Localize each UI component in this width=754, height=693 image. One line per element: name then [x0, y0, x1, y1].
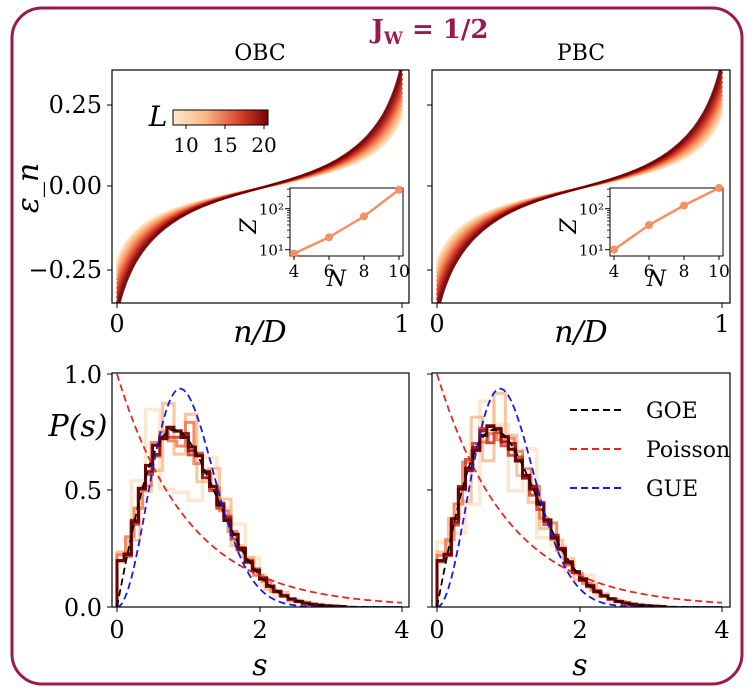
inset-ytick-label: 10¹: [579, 242, 604, 260]
ytick-label: 0.00: [49, 172, 102, 200]
energy-curve: [118, 70, 402, 303]
inset-frame: [609, 187, 724, 257]
colorbar-tick: 15: [212, 133, 237, 157]
xtick-label: 0: [109, 616, 124, 644]
inset-xtick-label: 6: [324, 262, 335, 282]
ytick-label: 0.25: [49, 91, 102, 119]
legend: GOE Poisson GUE: [570, 399, 730, 502]
xlabel-bottom-left: s: [252, 648, 267, 683]
ytick-label: −0.25: [28, 256, 102, 284]
panel-top-left: 0.25 0.00 −0.25 0 1 n/D ε_n L 10 15 20 4…: [11, 69, 410, 350]
inset-xtick-label: 8: [359, 262, 370, 282]
reference-curve-gue: [116, 387, 402, 607]
panel-bottom-right: 0 2 4 s GOE Poisson GUE: [427, 372, 731, 683]
ytick-label: 1.0: [64, 361, 102, 389]
inset-point: [645, 220, 653, 229]
inset-ytick-label: 10²: [259, 201, 284, 219]
reference-curve-poisson: [116, 373, 403, 604]
colorbar-tick: 20: [251, 133, 276, 157]
xlabel-bottom-right: s: [572, 648, 587, 683]
figure-frame: [10, 6, 744, 686]
histogram-step: [435, 425, 667, 607]
xtick-label: 0: [429, 616, 444, 644]
ylabel-top-left: ε_n: [11, 163, 46, 213]
energy-curves-pbc: [435, 70, 724, 303]
xtick-label: 1: [714, 310, 729, 338]
inset-ytick-label: 10²: [579, 201, 604, 219]
histograms-bottom-right: [435, 391, 670, 607]
inset-pbc: 4 6 8 10 10¹ 10² N Z: [557, 184, 730, 292]
inset-point: [360, 212, 368, 221]
inset-ylabel: Z: [237, 218, 262, 235]
xlabel-top-right: n/D: [554, 315, 607, 350]
reference-curve-gue: [436, 387, 722, 607]
reference-curve-poisson: [436, 373, 723, 604]
histograms-bottom-left: [115, 402, 350, 607]
ylabel-bottom-left: P(s): [48, 409, 108, 444]
inset-obc: 4 6 8 10 10¹ 10² N Z: [237, 185, 410, 292]
inset-xlabel: N: [646, 267, 667, 292]
inset-xtick-label: 8: [679, 262, 690, 282]
inset-line: [613, 186, 720, 251]
inset-ytick-label: 10¹: [259, 242, 284, 260]
inset-point: [610, 245, 618, 254]
inset-ylabel: Z: [557, 218, 582, 235]
colorbar-label: L: [148, 100, 168, 133]
xtick-label: 4: [714, 616, 729, 644]
inset-xtick-label: 10: [708, 262, 730, 282]
inset-xtick-label: 10: [388, 262, 410, 282]
energy-curves-obc: [115, 70, 404, 303]
panel-bottom-left: 1.0 0.5 0.0 0 2 4 s P(s): [48, 361, 410, 683]
xtick-label: 2: [252, 616, 267, 644]
panel-title-obc: OBC: [234, 41, 285, 66]
inset-xlabel: N: [326, 267, 347, 292]
page-title: JW = 1/2: [370, 15, 489, 49]
ytick-label: 0.5: [64, 477, 102, 505]
xtick-label: 2: [572, 616, 587, 644]
inset-line: [293, 188, 400, 255]
ytick-label: 0.0: [64, 594, 102, 622]
colorbar: [172, 109, 269, 126]
legend-label-gue: GUE: [646, 477, 698, 502]
panel-title-pbc: PBC: [557, 41, 605, 66]
inset-point: [680, 201, 688, 210]
xtick-label: 0: [109, 310, 124, 338]
histogram-step: [435, 391, 667, 607]
inset-xtick-label: 4: [609, 262, 620, 282]
xtick-label: 0: [429, 310, 444, 338]
xtick-label: 1: [394, 310, 409, 338]
inset-frame: [289, 187, 404, 257]
xlabel-top-left: n/D: [233, 315, 286, 350]
inset-point: [290, 249, 298, 258]
energy-curve: [438, 70, 722, 303]
histogram-step: [115, 402, 347, 607]
legend-label-goe: GOE: [646, 399, 698, 424]
inset-xtick-label: 4: [289, 262, 300, 282]
inset-xtick-label: 6: [644, 262, 655, 282]
inset-point: [325, 233, 333, 242]
panel-top-right: 0 1 n/D 4 6 8 10 10¹ 10² N Z: [427, 69, 731, 350]
xtick-label: 4: [394, 616, 409, 644]
inset-point: [715, 184, 723, 192]
inset-point: [395, 185, 403, 194]
legend-label-poisson: Poisson: [646, 438, 730, 463]
colorbar-tick: 10: [173, 133, 198, 157]
